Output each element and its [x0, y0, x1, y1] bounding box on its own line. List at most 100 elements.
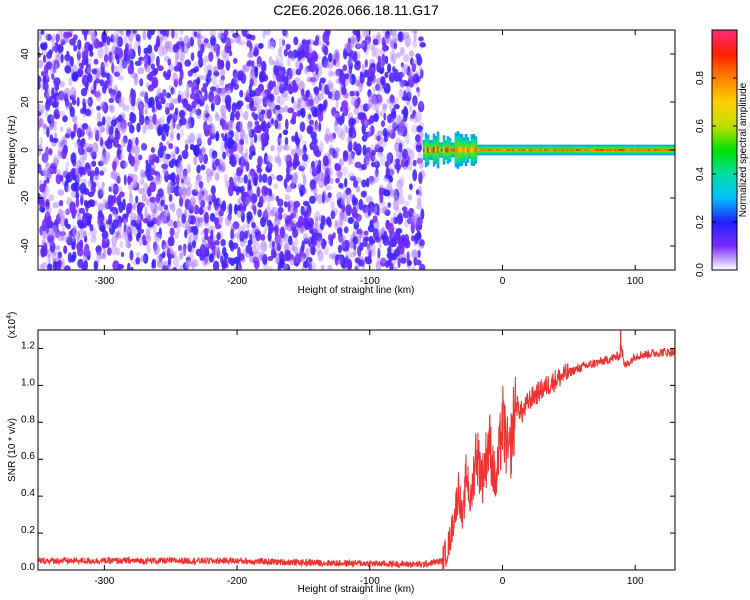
spectrogram-cell [237, 198, 240, 205]
spectrogram-cell [60, 39, 66, 46]
spectrogram-cell [67, 252, 72, 263]
spectrogram-cell [301, 240, 305, 252]
spectrogram-cell [416, 217, 423, 226]
spectrogram-cell [150, 63, 155, 70]
spectrogram-cell [397, 119, 405, 127]
spectrogram-cell [47, 229, 54, 238]
spectrogram-cell [156, 118, 162, 125]
spectrogram-cell [139, 113, 145, 126]
spectrogram-cell [377, 55, 382, 65]
spectrogram-cell [412, 109, 417, 118]
spectrogram-cell [93, 58, 99, 65]
spectrogram-cell [486, 149, 490, 151]
spectrogram-cell [188, 201, 196, 211]
spectrogram-cell [196, 137, 202, 147]
x-tick-label: -100 [360, 576, 380, 587]
spectrogram-cell [362, 144, 367, 156]
spectrogram-cell [372, 38, 379, 46]
spectrogram-cell [363, 133, 369, 140]
spectrogram-cell [87, 130, 94, 139]
spectrogram-cell [182, 98, 189, 108]
spectrogram-cell [269, 40, 276, 51]
spectrogram-cell [413, 240, 418, 247]
spectrogram-cell [265, 155, 270, 163]
spectrogram-cell [395, 207, 401, 214]
spectrogram-cell [290, 118, 297, 125]
spectrogram-cell [300, 205, 305, 216]
spectrogram-cell [217, 251, 223, 257]
spectrogram-cell [399, 176, 405, 187]
spectrogram-cell [231, 102, 237, 113]
spectrogram-cell [198, 152, 204, 163]
spectrogram-cell [114, 231, 119, 238]
spectrogram-cell [359, 73, 365, 84]
spectrogram-cell [274, 104, 281, 111]
spectrogram-cell [115, 231, 119, 241]
spectrogram-cell [227, 101, 232, 113]
spectrogram-cell [352, 249, 357, 256]
spectrogram-cell [172, 117, 176, 129]
spectrogram-cell [201, 86, 207, 93]
spectrogram-cell [369, 176, 373, 185]
spectrogram-cell [71, 239, 75, 250]
spectrogram-cell [187, 254, 195, 259]
spectrogram-cell [78, 166, 85, 175]
spectrogram-cell [70, 182, 78, 192]
spectrogram-cell [264, 123, 269, 136]
y-tick-label: 0 [20, 147, 31, 153]
spectrogram-cell [76, 127, 82, 139]
spectrogram-cell [142, 218, 149, 224]
spectrogram-cell [418, 185, 422, 197]
spectrogram-cell [66, 32, 73, 38]
spectrogram-cell [178, 186, 182, 198]
spectrogram-cell [303, 237, 309, 245]
spectrogram-cell [371, 94, 379, 105]
spectrogram-cell [210, 86, 217, 92]
spectrogram-cell [327, 79, 331, 90]
spectrogram-cell [410, 114, 414, 122]
spectrogram-cell [278, 133, 282, 139]
spectrogram-cell [177, 123, 181, 129]
spectrogram-cell [364, 131, 371, 138]
spectrogram-cell [367, 76, 374, 82]
spectrogram-cell [191, 226, 196, 232]
spectrogram-cell [296, 97, 303, 104]
spectrogram-cell [214, 95, 218, 106]
spectrogram-cell [63, 87, 71, 98]
spectrogram-cell [121, 137, 127, 148]
spectrogram-cell [328, 253, 335, 259]
spectrogram-cell [169, 133, 174, 142]
spectrogram-cell [85, 146, 93, 153]
spectrogram-cell [192, 240, 196, 249]
spectrogram-cell [394, 230, 401, 241]
spectrogram-cell [478, 149, 482, 151]
spectrogram-cell [363, 230, 369, 236]
spectrogram-cell [312, 222, 318, 234]
spectrogram-cell [111, 90, 117, 96]
spectrogram-cell [136, 97, 143, 110]
spectrogram-cell [374, 142, 381, 149]
colorbar-tick-label: 0.6 [695, 119, 706, 133]
spectrogram-cell [145, 228, 151, 240]
spectrogram-cell [341, 86, 347, 96]
spectrogram-cell [184, 139, 191, 145]
spectrogram-cell [408, 50, 415, 58]
spectrogram-cell [416, 197, 422, 206]
spectrogram-cell [240, 211, 245, 223]
spectrogram-cell [228, 119, 235, 129]
spectrogram-cell [282, 30, 288, 37]
spectrogram-cell [335, 177, 340, 184]
spectrogram-cell [371, 161, 376, 168]
spectrogram-cell [236, 230, 241, 242]
spectrogram-cell [187, 116, 195, 129]
spectrogram-cell [633, 149, 637, 151]
spectrogram-cell [311, 137, 318, 145]
spectrogram-cell [225, 60, 231, 71]
spectrogram-cell [222, 246, 227, 256]
spectrogram-cell [236, 100, 244, 107]
spectrogram-cell [239, 143, 244, 155]
spectrogram-cell [95, 78, 100, 84]
spectrogram-cell [253, 133, 258, 144]
spectrogram-cell [84, 235, 88, 243]
spectrogram-cell [227, 137, 234, 149]
